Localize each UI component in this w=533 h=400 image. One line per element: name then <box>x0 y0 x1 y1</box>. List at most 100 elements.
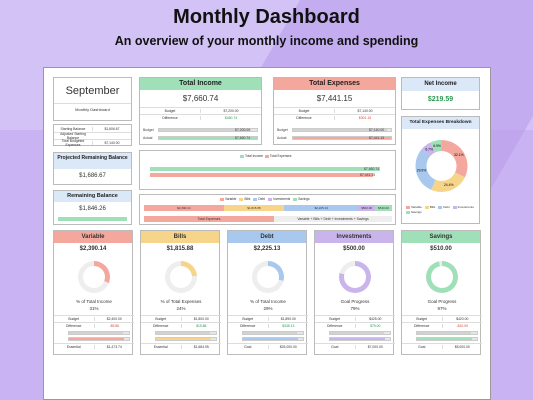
total-expenses-amount: $7,441.15 <box>316 94 353 103</box>
category-goal-table: Goal $25,000.00 <box>228 343 308 349</box>
hero-subtitle: An overview of your monthly income and s… <box>114 34 419 48</box>
category-table: Budget $2,400.00 Difference -$9.86 <box>54 315 134 329</box>
legend-item: Debt <box>438 205 450 209</box>
expenses-breakdown-box: Total Expenses Breakdown 32.1% 24.4% 29.9%… <box>401 116 480 224</box>
category-card-savings: Savings $510.00 Goal Progress 97% Budget… <box>401 230 482 355</box>
category-table: Budget $1,800.00 Difference $15.88 <box>141 315 221 329</box>
table-row: Difference $75.00 <box>315 322 395 329</box>
category-actual-bar <box>68 337 130 341</box>
table-row: Difference $15.88 <box>141 322 221 329</box>
table-row: Goal $7,000.00 <box>315 343 395 349</box>
category-pct-label: % of Total Expenses <box>160 299 202 304</box>
expenses-budget-bar <box>292 128 392 132</box>
legend-label: Variable <box>411 205 422 209</box>
hero-title: Monthly Dashboard <box>173 6 360 28</box>
total-expenses-title: Total Expenses <box>274 78 395 90</box>
legend-item: Investments <box>268 197 290 201</box>
category-title: Investments <box>315 231 393 243</box>
income-vs-expense-chart: Total Income Total Expenses $7,660.74 $7… <box>139 150 396 190</box>
stacked-segment-investments: $500.00 <box>358 205 375 211</box>
formula-bar: Total Expenses Variable + Bills + Debt +… <box>144 216 392 222</box>
legend-label: Debt <box>258 197 266 201</box>
legend-label: Variable <box>225 197 237 201</box>
category-progress-ring <box>165 261 197 293</box>
table-row: Goal $25,000.00 <box>228 343 308 349</box>
donut-slice-label: 24.4% <box>444 183 454 187</box>
category-progress-ring <box>252 261 284 293</box>
stacked-segment-variable: $2,390.14 <box>144 205 224 211</box>
legend-swatch <box>240 154 244 158</box>
legend-label: Investments <box>273 197 291 201</box>
category-budget-bar <box>329 331 391 335</box>
breakdown-title: Total Expenses Breakdown <box>402 117 479 129</box>
category-goal-table: Goal $7,000.00 <box>315 343 395 349</box>
table-row: Budget $425.00 <box>315 315 395 322</box>
legend-item: Debt <box>253 197 265 201</box>
comparison-legend: Total Income Total Expenses <box>240 154 291 158</box>
category-progress-ring <box>78 261 110 293</box>
balance-table: Starting Balance $1,606.67 Adjusted Start… <box>53 124 132 147</box>
category-budget-bar <box>416 331 478 335</box>
legend-item: Savings <box>293 197 310 201</box>
stacked-segment-bills: $1,815.88 <box>223 205 285 211</box>
balance-row: Adjusted Starting Balance <box>54 132 131 140</box>
month-box: September Monthly Dashboard <box>53 77 132 121</box>
stacked-segment-debt: $2,225.13 <box>284 205 359 211</box>
table-row: Essential $1,684.95 <box>141 343 221 349</box>
dashboard-sheet: September Monthly Dashboard Starting Bal… <box>43 67 491 400</box>
table-row: Goal $5,000.00 <box>402 343 482 349</box>
category-goal-table: Essential $1,473.74 <box>54 343 134 349</box>
legend-swatch <box>406 210 410 214</box>
category-card-variable: Variable $2,390.14 % of Total Income 31%… <box>53 230 134 355</box>
donut-slice-savings <box>430 140 442 153</box>
category-title: Variable <box>54 231 132 243</box>
stacked-bar: $2,390.14 $1,815.88 $2,225.13 $500.00 $510.0… <box>144 205 392 211</box>
expenses-actual-bar-label: Actual <box>277 136 287 140</box>
donut-slice-label: 6.9% <box>433 144 441 148</box>
donut-slice-bills <box>431 172 465 192</box>
donut-slice-label: 32.1% <box>454 153 464 157</box>
donut-slice-debt <box>415 148 436 190</box>
remaining-balance-bar <box>58 217 127 221</box>
category-pct: 79% <box>350 306 360 311</box>
category-pct-label: % of Total Income <box>76 299 112 304</box>
category-amount: $2,390.14 <box>79 246 107 252</box>
category-table: Budget $420.00 Difference -$10.00 <box>402 315 482 329</box>
income-bar-value: $7,660.74 <box>364 167 380 171</box>
category-budget-bar <box>242 331 304 335</box>
category-stacked-chart: Variable Bills Debt Investments Savings $2,3… <box>139 194 396 225</box>
income-budget-bar <box>158 128 258 132</box>
stacked-segment-savings: $510.00 <box>374 205 392 211</box>
category-actual-bar <box>329 337 391 341</box>
table-row: Budget $1,890.00 <box>228 315 308 322</box>
table-row: Difference -$10.00 <box>402 322 482 329</box>
category-budget-bar <box>155 331 217 335</box>
balance-row: Starting Balance $1,606.67 <box>54 125 131 132</box>
legend-label: Savings <box>411 210 422 214</box>
expenses-table: Budget $7,140.00 Difference $301.15 <box>274 107 395 121</box>
category-title: Bills <box>141 231 219 243</box>
remaining-balance-box: Remaining Balance $1,846.26 <box>53 190 132 225</box>
remaining-balance-value: $1,846.26 <box>79 206 106 212</box>
legend-item: Bills <box>424 205 435 209</box>
table-row: Difference $460.74 <box>140 114 261 121</box>
legend-swatch <box>406 205 410 209</box>
category-progress-ring <box>339 261 371 293</box>
legend-label: Bills <box>244 197 251 201</box>
category-actual-bar <box>155 337 217 341</box>
category-goal-table: Goal $5,000.00 <box>402 343 482 349</box>
legend-item: Savings <box>406 210 422 214</box>
category-actual-bar <box>416 337 478 341</box>
table-row: Difference $301.15 <box>274 114 395 121</box>
legend-swatch <box>268 197 273 201</box>
expenses-actual-fill <box>293 137 391 139</box>
legend-label: Total Income <box>245 154 264 158</box>
income-budget-bar-value: $7,200.00 <box>235 128 251 132</box>
breakdown-legend: Variable Bills Debt Investments Savings <box>406 205 478 215</box>
legend-item: Variable <box>406 205 422 209</box>
category-amount: $2,225.13 <box>253 246 281 252</box>
expenses-actual-bar-value: $7,441.15 <box>369 136 385 140</box>
total-expenses-box: Total Expenses $7,441.15 Budget $7,140.00… <box>273 77 396 145</box>
donut-slice-label: 6.7% <box>425 148 433 152</box>
category-pct: 31% <box>89 306 99 311</box>
